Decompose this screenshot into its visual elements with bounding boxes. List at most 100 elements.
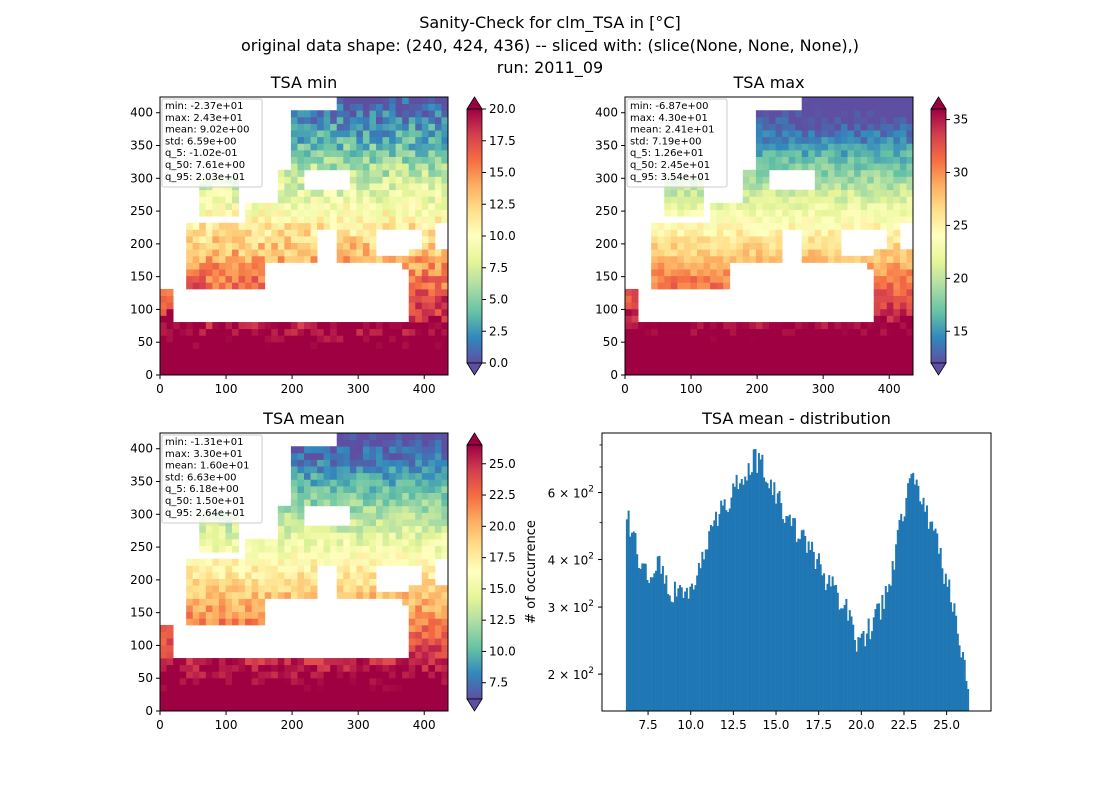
heatmap-cell bbox=[376, 505, 383, 513]
heatmap-cell bbox=[441, 196, 449, 204]
heatmap-cell bbox=[441, 697, 449, 705]
heatmap-cell bbox=[402, 598, 410, 606]
heatmap-cell bbox=[356, 452, 364, 460]
heatmap-cell bbox=[199, 691, 207, 699]
heatmap-cell bbox=[238, 558, 246, 566]
heatmap-cell bbox=[408, 335, 416, 343]
heatmap-cell bbox=[376, 149, 383, 157]
heatmap-cell bbox=[415, 446, 423, 454]
heatmap-cell bbox=[408, 341, 416, 349]
heatmap-cell bbox=[304, 578, 311, 586]
heatmap-cell bbox=[434, 176, 442, 184]
heatmap-cell bbox=[317, 143, 325, 151]
histogram-bar bbox=[898, 519, 901, 711]
heatmap-cell bbox=[258, 585, 266, 593]
heatmap-cell bbox=[841, 110, 848, 118]
heatmap-cell bbox=[854, 123, 862, 131]
heatmap-cell bbox=[795, 328, 803, 336]
heatmap-cell bbox=[232, 671, 239, 679]
heatmap-cell bbox=[736, 209, 744, 217]
histogram-bar bbox=[727, 512, 730, 711]
heatmap-cell bbox=[369, 130, 377, 138]
heatmap-cell bbox=[343, 355, 351, 363]
heatmap-cell bbox=[395, 545, 403, 553]
heatmap-cell bbox=[343, 671, 351, 679]
heatmap-cell bbox=[264, 328, 272, 336]
heatmap-cell bbox=[232, 538, 239, 546]
heatmap-cell bbox=[343, 189, 351, 197]
heatmap-cell bbox=[356, 578, 364, 586]
heatmap-cell bbox=[389, 169, 397, 177]
histogram-bar bbox=[742, 484, 745, 711]
heatmap-cell bbox=[349, 525, 357, 533]
heatmap-cell bbox=[710, 282, 718, 290]
heatmap-cell bbox=[251, 605, 259, 613]
heatmap-cell bbox=[860, 322, 868, 330]
heatmap-cell bbox=[304, 355, 311, 363]
heatmap-cell bbox=[382, 697, 390, 705]
heatmap-cell bbox=[775, 355, 783, 363]
heatmap-cell bbox=[742, 368, 750, 376]
heatmap-cell bbox=[297, 532, 305, 540]
heatmap-cell bbox=[336, 446, 344, 454]
heatmap-cell bbox=[441, 512, 449, 520]
heatmap-cell bbox=[382, 512, 390, 520]
heatmap-cell bbox=[415, 275, 423, 283]
heatmap-cell bbox=[434, 156, 442, 164]
heatmap-cell bbox=[304, 143, 311, 151]
heatmap-cell bbox=[173, 328, 181, 336]
heatmap-cell bbox=[428, 143, 436, 151]
heatmap-cell bbox=[389, 322, 397, 330]
heatmap-cell bbox=[867, 130, 875, 138]
heatmap-cell bbox=[290, 169, 298, 177]
heatmap-cell bbox=[880, 315, 888, 323]
heatmap-cell bbox=[199, 591, 207, 599]
heatmap-cell bbox=[801, 255, 809, 263]
heatmap-cell bbox=[880, 183, 888, 191]
heatmap-cell bbox=[860, 130, 868, 138]
heatmap-cell bbox=[762, 189, 770, 197]
histogram-bar bbox=[807, 541, 810, 711]
histogram-bar bbox=[764, 481, 767, 711]
heatmap-cell bbox=[834, 209, 842, 217]
heatmap-cell bbox=[408, 209, 416, 217]
heatmap-cell bbox=[690, 361, 698, 369]
heatmap-cell bbox=[297, 558, 305, 566]
heatmap-cell bbox=[369, 578, 377, 586]
heatmap-cell bbox=[212, 618, 220, 626]
heatmap-cell bbox=[906, 275, 914, 283]
heatmap-cell bbox=[343, 485, 351, 493]
stats-box-frame bbox=[161, 434, 263, 524]
histogram-bar bbox=[862, 630, 865, 711]
heatmap-cell bbox=[834, 196, 842, 204]
heatmap-cell bbox=[212, 691, 220, 699]
heatmap-cell bbox=[389, 110, 397, 118]
heatmap-cell bbox=[290, 149, 298, 157]
heatmap-cell bbox=[218, 691, 226, 699]
heatmap-cell bbox=[827, 156, 835, 164]
heatmap-cell bbox=[441, 624, 449, 632]
colorbar-tick-label: 22.5 bbox=[489, 488, 516, 502]
heatmap-cell bbox=[290, 355, 298, 363]
heatmap-cell bbox=[854, 163, 862, 171]
heatmap-cell bbox=[382, 202, 390, 210]
heatmap-cell bbox=[317, 149, 325, 157]
heatmap-cell bbox=[212, 605, 220, 613]
heatmap-cell bbox=[290, 505, 298, 513]
heatmap-cell bbox=[723, 368, 731, 376]
heatmap-cell bbox=[434, 658, 442, 666]
heatmap-cell bbox=[880, 355, 888, 363]
heatmap-cell bbox=[677, 348, 685, 356]
heatmap-cell bbox=[854, 136, 862, 144]
heatmap-cell bbox=[434, 519, 442, 527]
heatmap-cell bbox=[376, 684, 383, 692]
heatmap-cell bbox=[814, 130, 822, 138]
heatmap-cell bbox=[827, 335, 835, 343]
heatmap-cell bbox=[330, 189, 338, 197]
heatmap-cell bbox=[369, 552, 377, 560]
heatmap-cell bbox=[402, 341, 410, 349]
heatmap-cell bbox=[827, 361, 835, 369]
heatmap-cell bbox=[395, 671, 403, 679]
heatmap-cell bbox=[762, 368, 770, 376]
heatmap-cell bbox=[834, 136, 842, 144]
